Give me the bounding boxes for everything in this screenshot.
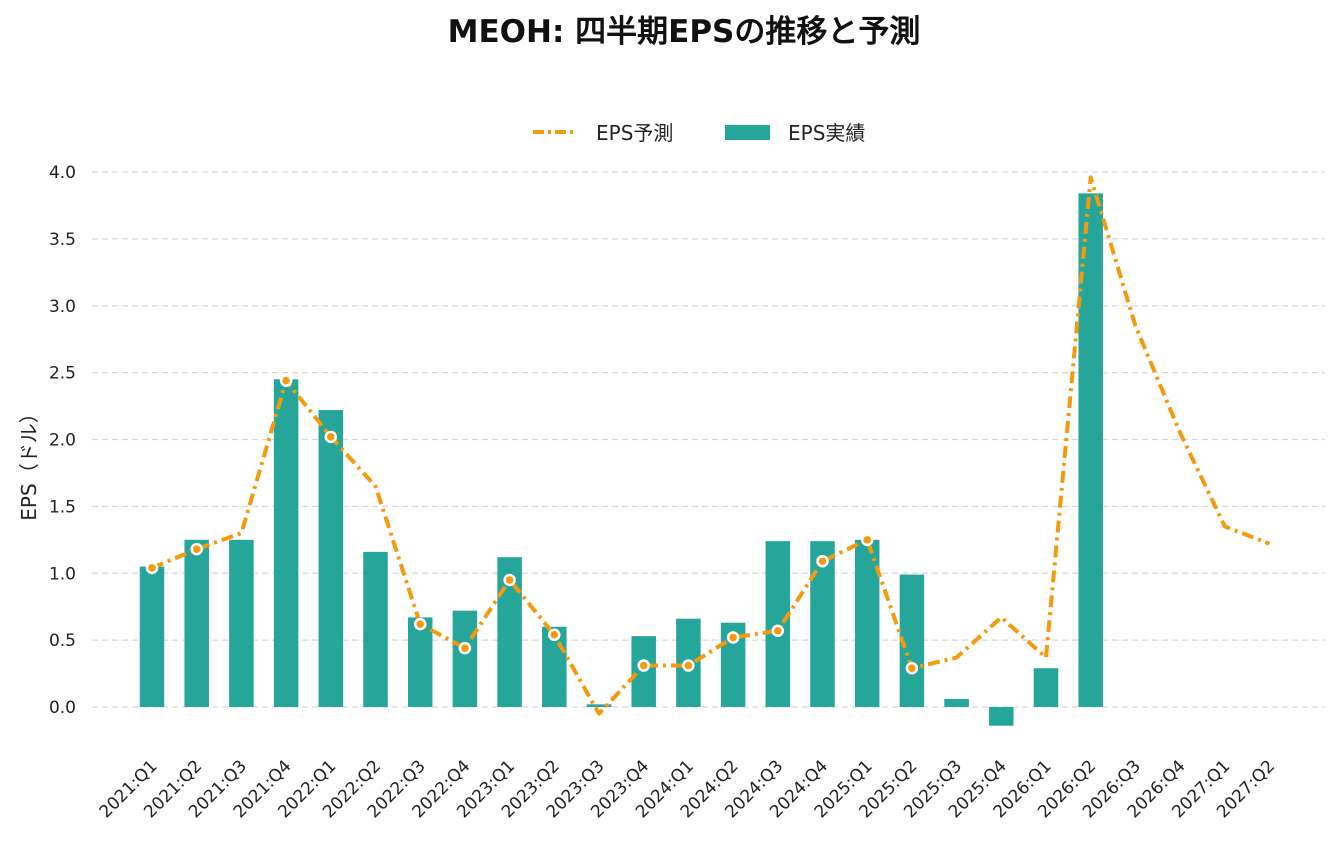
forecast-eps-point	[637, 659, 650, 672]
actual-eps-bar	[586, 704, 612, 707]
legend-actual-swatch	[725, 125, 770, 140]
actual-eps-bar	[854, 539, 880, 707]
actual-eps-bar	[989, 707, 1014, 726]
y-tick-label: 0.5	[49, 631, 76, 651]
actual-eps-bar	[452, 610, 478, 707]
y-tick-label: 2.5	[49, 364, 76, 384]
forecast-eps-point	[771, 624, 785, 638]
y-tick-label: 2.0	[49, 431, 76, 451]
x-tick-labels: 2021:Q12021:Q22021:Q32021:Q42022:Q12022:…	[96, 756, 1279, 822]
bar-layer	[139, 193, 1103, 726]
forecast-eps-point	[816, 554, 829, 568]
forecast-eps-point	[548, 628, 561, 642]
actual-eps-bar	[363, 551, 388, 707]
y-tick-label: 0.0	[49, 698, 76, 718]
forecast-eps-point	[458, 641, 472, 655]
forecast-eps-point	[145, 561, 159, 575]
y-tick-label: 1.5	[49, 497, 76, 517]
forecast-eps-point	[190, 542, 203, 556]
forecast-eps-point	[413, 617, 427, 631]
actual-eps-bar	[273, 379, 299, 707]
y-tick-label: 1.0	[49, 564, 76, 584]
y-tick-label: 3.0	[49, 297, 76, 317]
actual-eps-bar	[1033, 668, 1059, 707]
actual-eps-bar	[139, 566, 165, 707]
actual-eps-bar	[944, 698, 969, 707]
forecast-eps-point	[324, 430, 338, 444]
actual-eps-bar	[407, 617, 433, 707]
y-tick-label: 4.0	[49, 163, 76, 183]
y-tick-labels: 0.0 0.5 1.0 1.5 2.0 2.5 3.0 3.5 4.0	[49, 163, 76, 718]
actual-eps-bar	[810, 541, 835, 707]
actual-eps-bar	[1078, 193, 1103, 707]
actual-eps-bar	[765, 541, 791, 707]
y-tick-label: 3.5	[49, 230, 76, 250]
chart-title: MEOH: 四半期EPSの推移と予測	[448, 14, 921, 50]
forecast-eps-point	[503, 573, 516, 587]
actual-eps-bar	[229, 539, 254, 707]
legend-forecast-label: EPS予測	[596, 121, 673, 145]
forecast-eps-point	[682, 659, 695, 672]
forecast-eps-point	[279, 374, 293, 387]
legend-actual-label: EPS実績	[788, 121, 865, 145]
y-axis-label: EPS（ドル）	[17, 403, 41, 520]
forecast-eps-point	[905, 661, 919, 675]
forecast-eps-point	[726, 631, 740, 644]
actual-eps-bar	[318, 410, 344, 707]
legend: EPS予測 EPS実績	[533, 121, 865, 145]
forecast-eps-point	[860, 533, 874, 547]
forecast-eps-line	[151, 175, 1271, 716]
actual-eps-bar	[184, 539, 209, 707]
forecast-line-layer	[145, 175, 1271, 716]
